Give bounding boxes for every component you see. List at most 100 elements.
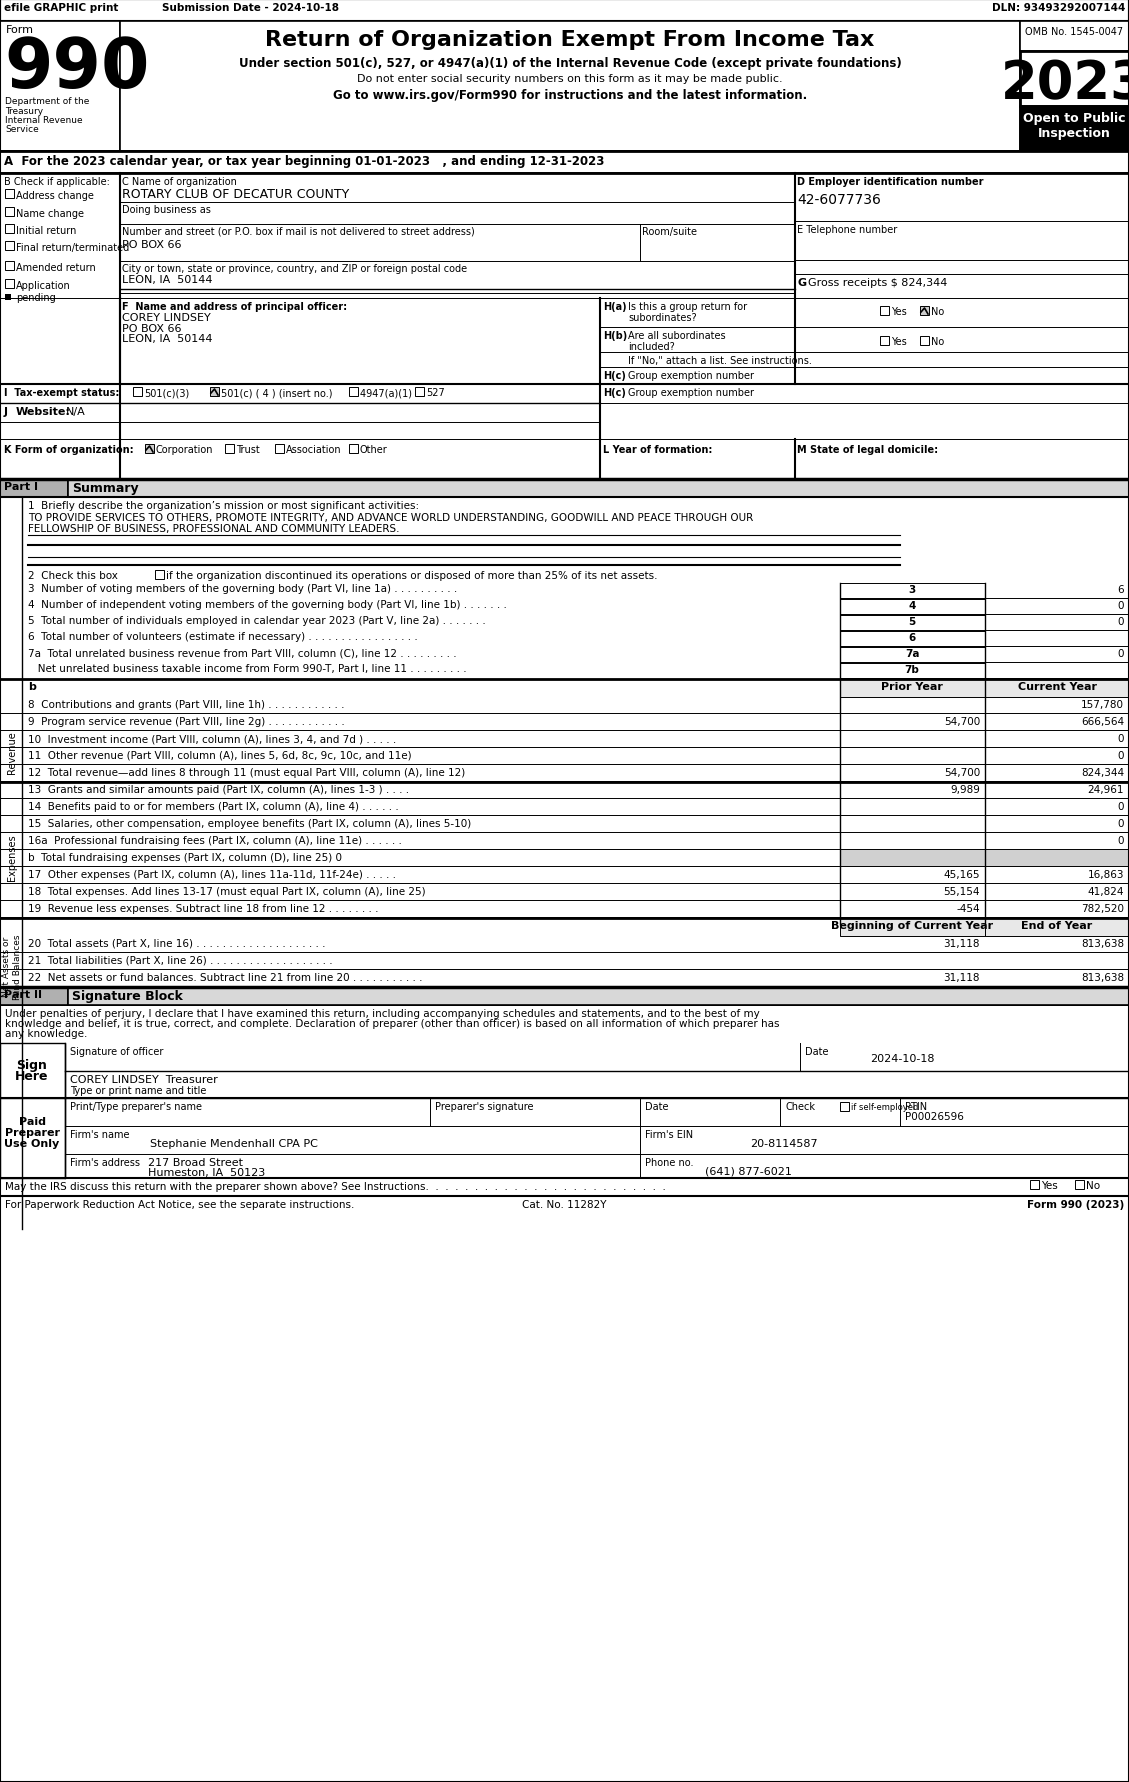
Text: 16a  Professional fundraising fees (Part IX, column (A), line 11e) . . . . . .: 16a Professional fundraising fees (Part … (28, 836, 402, 845)
Text: Yes: Yes (891, 337, 907, 347)
Text: Application
pending: Application pending (16, 282, 71, 303)
Text: 7a: 7a (904, 649, 919, 659)
Text: Here: Here (16, 1069, 49, 1082)
Bar (210, 388, 219, 397)
Text: 1  Briefly describe the organization’s mission or most significant activities:: 1 Briefly describe the organization’s mi… (28, 501, 419, 511)
Bar (0, 21, 120, 151)
Text: included?: included? (628, 342, 675, 351)
Text: 9,989: 9,989 (951, 784, 980, 795)
Text: 5: 5 (909, 617, 916, 627)
Bar (879, 307, 889, 315)
Text: COREY LINDSEY: COREY LINDSEY (122, 314, 211, 323)
Text: Doing business as: Doing business as (122, 205, 211, 216)
Text: 3: 3 (909, 584, 916, 595)
Text: 7a  Total unrelated business revenue from Part VIII, column (C), line 12 . . . .: 7a Total unrelated business revenue from… (28, 647, 456, 658)
Text: Form: Form (6, 25, 34, 36)
Bar (840, 584, 984, 599)
Text: b  Total fundraising expenses (Part IX, column (D), line 25) 0: b Total fundraising expenses (Part IX, c… (28, 852, 342, 862)
Text: 4: 4 (909, 601, 916, 611)
Text: 0: 0 (1118, 818, 1124, 829)
Text: 527: 527 (426, 388, 445, 397)
Text: Sign: Sign (17, 1059, 47, 1071)
Text: Other: Other (360, 446, 387, 454)
Text: b: b (28, 683, 36, 691)
Text: 31,118: 31,118 (944, 973, 980, 982)
Text: Internal Revenue: Internal Revenue (5, 116, 82, 125)
Bar (840, 679, 984, 697)
Bar (840, 601, 984, 615)
Text: 0: 0 (1118, 601, 1124, 611)
Text: if self-employed: if self-employed (851, 1103, 918, 1112)
Text: N/A: N/A (65, 406, 86, 417)
Bar (1030, 1180, 1039, 1189)
Text: 22  Net assets or fund balances. Subtract line 21 from line 20 . . . . . . . . .: 22 Net assets or fund balances. Subtract… (28, 973, 422, 982)
Text: PTIN: PTIN (905, 1101, 927, 1112)
Text: I  Tax-exempt status:: I Tax-exempt status: (5, 388, 120, 397)
Text: 10  Investment income (Part VIII, column (A), lines 3, 4, and 7d ) . . . . .: 10 Investment income (Part VIII, column … (28, 734, 396, 743)
Text: 666,564: 666,564 (1080, 716, 1124, 727)
Text: Signature of officer: Signature of officer (70, 1046, 164, 1057)
Text: 31,118: 31,118 (944, 939, 980, 948)
Text: 12  Total revenue—add lines 8 through 11 (must equal Part VIII, column (A), line: 12 Total revenue—add lines 8 through 11 … (28, 768, 465, 777)
Text: 0: 0 (1118, 617, 1124, 627)
Text: 8  Contributions and grants (Part VIII, line 1h) . . . . . . . . . . . .: 8 Contributions and grants (Part VIII, l… (28, 700, 344, 709)
Text: Room/suite: Room/suite (642, 226, 697, 237)
Bar (840, 615, 984, 631)
Text: 41,824: 41,824 (1087, 886, 1124, 896)
Text: TO PROVIDE SERVICES TO OTHERS, PROMOTE INTEGRITY, AND ADVANCE WORLD UNDERSTANDIN: TO PROVIDE SERVICES TO OTHERS, PROMOTE I… (28, 513, 753, 522)
Text: Expenses: Expenses (7, 834, 17, 880)
Bar (1019, 107, 1129, 151)
Text: Date: Date (805, 1046, 829, 1057)
Text: P00026596: P00026596 (905, 1112, 964, 1121)
Text: 824,344: 824,344 (1080, 768, 1124, 777)
Bar (840, 850, 1129, 868)
Text: 0: 0 (1118, 734, 1124, 743)
Bar (349, 446, 358, 454)
Text: Print/Type preparer's name: Print/Type preparer's name (70, 1101, 202, 1112)
Text: Is this a group return for: Is this a group return for (628, 301, 747, 312)
Text: J: J (5, 406, 8, 417)
Bar (68, 987, 1129, 1005)
Text: L Year of formation:: L Year of formation: (603, 446, 712, 454)
Text: Net unrelated business taxable income from Form 990-T, Part I, line 11 . . . . .: Net unrelated business taxable income fr… (28, 663, 466, 674)
Text: Gross receipts $ 824,344: Gross receipts $ 824,344 (808, 278, 947, 289)
Text: D Employer identification number: D Employer identification number (797, 176, 983, 187)
Text: 3  Number of voting members of the governing body (Part VI, line 1a) . . . . . .: 3 Number of voting members of the govern… (28, 584, 457, 593)
Text: Department of the: Department of the (5, 96, 89, 105)
Text: Name change: Name change (16, 208, 84, 219)
Text: Form 990 (2023): Form 990 (2023) (1026, 1199, 1124, 1210)
Text: 16,863: 16,863 (1087, 870, 1124, 880)
Text: 6  Total number of volunteers (estimate if necessary) . . . . . . . . . . . . . : 6 Total number of volunteers (estimate i… (28, 631, 418, 642)
Text: H(c): H(c) (603, 388, 625, 397)
Text: If "No," attach a list. See instructions.: If "No," attach a list. See instructions… (628, 356, 812, 365)
Text: 6: 6 (909, 633, 916, 643)
Bar (1019, 21, 1129, 52)
Text: Net Assets or
Fund Balances: Net Assets or Fund Balances (2, 934, 21, 1000)
Text: Date: Date (645, 1101, 668, 1112)
Bar (840, 918, 984, 937)
Text: 157,780: 157,780 (1080, 700, 1124, 709)
Text: 20  Total assets (Part X, line 16) . . . . . . . . . . . . . . . . . . . .: 20 Total assets (Part X, line 16) . . . … (28, 939, 325, 948)
Text: 19  Revenue less expenses. Subtract line 18 from line 12 . . . . . . . .: 19 Revenue less expenses. Subtract line … (28, 903, 378, 914)
Text: Open to Public
Inspection: Open to Public Inspection (1023, 112, 1126, 141)
Text: 21  Total liabilities (Part X, line 26) . . . . . . . . . . . . . . . . . . .: 21 Total liabilities (Part X, line 26) .… (28, 955, 333, 966)
Text: 0: 0 (1118, 750, 1124, 761)
Text: efile GRAPHIC print: efile GRAPHIC print (5, 4, 119, 12)
Bar (5, 262, 14, 271)
Text: Revenue: Revenue (7, 731, 17, 773)
Text: Part II: Part II (5, 989, 42, 1000)
Text: Address change: Address change (16, 191, 94, 201)
Text: Prior Year: Prior Year (881, 683, 943, 691)
Text: Signature Block: Signature Block (72, 989, 183, 1003)
Bar (5, 191, 14, 200)
Text: OMB No. 1545-0047: OMB No. 1545-0047 (1025, 27, 1123, 37)
Text: 4947(a)(1) or: 4947(a)(1) or (360, 388, 425, 397)
Bar (275, 446, 285, 454)
Bar (133, 388, 142, 397)
Bar (0, 1044, 65, 1098)
Text: 2023: 2023 (1000, 59, 1129, 110)
Text: Humeston, IA  50123: Humeston, IA 50123 (148, 1167, 265, 1178)
Bar (5, 208, 14, 217)
Bar (155, 570, 164, 579)
Text: Submission Date - 2024-10-18: Submission Date - 2024-10-18 (161, 4, 339, 12)
